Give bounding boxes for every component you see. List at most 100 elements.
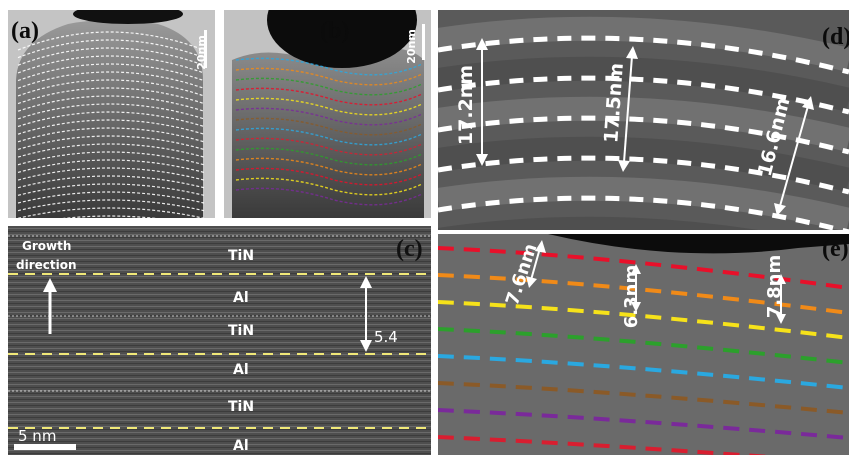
fringe [8, 435, 431, 436]
fringe [8, 381, 431, 382]
fringe [8, 243, 431, 244]
dashed-arc [17, 151, 205, 166]
panel-a: (a) 20nm [8, 10, 215, 218]
fringe [8, 444, 431, 445]
panel-c: (c) Growth direction TiN Al TiN Al TiN A… [8, 226, 431, 455]
fringe [8, 423, 431, 424]
dashed-arc [17, 167, 205, 181]
panel-d-label: (d) [822, 24, 849, 50]
panel-d-bands [438, 16, 849, 230]
growth-arrow-head [43, 278, 57, 292]
colored-dashed-line [235, 157, 423, 176]
fringe [8, 267, 431, 268]
fringe [8, 321, 431, 322]
band [438, 96, 849, 152]
panel-e: (e) 7.6nm 6.3nm 7.8nm [438, 234, 849, 455]
colored-dashed-line [438, 408, 849, 440]
dashed-arc [17, 183, 205, 196]
fringe [8, 300, 431, 301]
arrow-head [631, 264, 641, 274]
panel-c-lattice-fringes [8, 228, 431, 454]
fringe [8, 447, 431, 448]
fringe [8, 276, 431, 277]
fringe [8, 237, 431, 238]
colored-dashed-line [235, 57, 423, 76]
panel-d-image [438, 10, 849, 230]
fringe [8, 333, 431, 334]
panel-b-image [224, 10, 431, 218]
panel-e-colored-dashed-lines [438, 246, 849, 455]
panel-e-dark-cap [548, 234, 849, 254]
fringe [8, 336, 431, 337]
thickness-label-e3: 7.8nm [764, 254, 786, 319]
growth-label-line1: Growth [22, 239, 72, 253]
thickness-arrow-e1 [530, 247, 541, 281]
fringe [8, 375, 431, 376]
fringe [8, 441, 431, 442]
fringe [8, 345, 431, 346]
band [438, 136, 849, 192]
panel-e-label: (e) [822, 236, 849, 262]
fringe [8, 228, 431, 229]
fringe [8, 279, 431, 280]
thickness-label-e2: 6.3nm [621, 264, 643, 329]
fringe [8, 411, 431, 412]
fringe [8, 450, 431, 451]
fringe [8, 282, 431, 283]
colored-dashed-line [235, 167, 423, 186]
panel-a-dashed-arcs [17, 31, 205, 218]
fringe [8, 390, 431, 391]
dashed-arc [17, 207, 205, 218]
fringe [8, 387, 431, 388]
dashed-arc [17, 175, 205, 189]
colored-dashed-line [438, 435, 770, 455]
dashed-arc [17, 31, 205, 51]
layer-label-tin: TiN [228, 248, 255, 264]
colored-dashed-line [235, 137, 423, 156]
arrow-head [774, 203, 786, 216]
panel-b: (b) 20nm [224, 10, 431, 218]
fringe [8, 426, 431, 427]
arrow-head [626, 46, 638, 59]
fringe [8, 231, 431, 232]
fringe [8, 312, 431, 313]
arrow-head [526, 276, 537, 288]
band [438, 56, 849, 112]
fringe [8, 291, 431, 292]
arrow-head [776, 314, 786, 324]
fringe [8, 240, 431, 241]
colored-dashed-line [438, 246, 849, 290]
fringe [8, 348, 431, 349]
fringe [8, 339, 431, 340]
fringe [8, 327, 431, 328]
colored-dashed-line [438, 327, 849, 365]
dashed-arc [17, 127, 205, 143]
dashed-arc [17, 63, 205, 82]
fringe [8, 432, 431, 433]
dashed-arc [17, 199, 205, 212]
dashed-arc [17, 143, 205, 158]
fringe [8, 303, 431, 304]
fringe [8, 408, 431, 409]
fringe [8, 363, 431, 364]
fringe [8, 402, 431, 403]
arrow-head [776, 274, 786, 284]
colored-dashed-line [235, 187, 423, 206]
dashed-arc [17, 55, 205, 74]
dashed-arc [17, 71, 205, 89]
colored-dashed-line [235, 107, 423, 126]
colored-dashed-line [438, 300, 849, 340]
arrow-head [618, 160, 630, 172]
panel-b-label: (b) [320, 18, 350, 44]
thickness-label-1: 17.2nm [455, 64, 478, 146]
fringe [8, 342, 431, 343]
fringe [8, 315, 431, 316]
panel-b-scale-label: 20nm [404, 29, 418, 64]
fringe [8, 288, 431, 289]
panel-e-image [438, 234, 849, 455]
fringe [8, 378, 431, 379]
colored-dashed-line [235, 177, 423, 196]
panel-a-scale-bar [204, 30, 207, 68]
fringe [8, 405, 431, 406]
fringe [8, 453, 431, 454]
